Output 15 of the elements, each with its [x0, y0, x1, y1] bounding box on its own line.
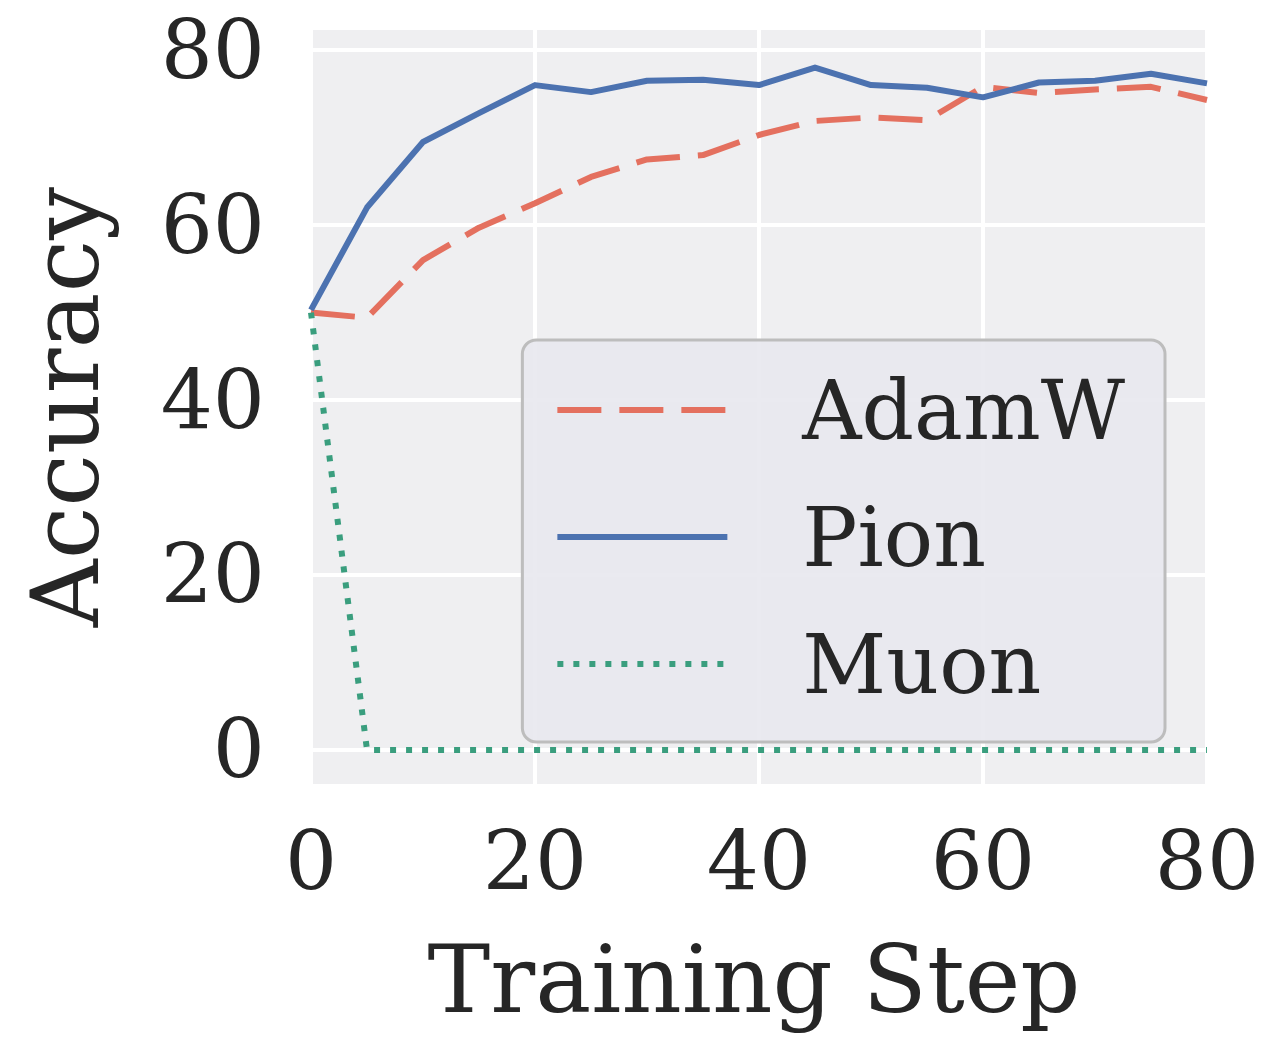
- x-tick-label: 60: [930, 814, 1036, 909]
- x-axis-title: Training Step: [427, 925, 1081, 1034]
- y-tick-label: 40: [160, 352, 265, 448]
- legend-label: AdamW: [801, 362, 1126, 458]
- x-tick-label: 40: [706, 814, 812, 909]
- x-tick-label: 0: [284, 814, 338, 909]
- y-tick-label: 20: [160, 527, 265, 623]
- y-tick-label: 0: [212, 702, 265, 798]
- legend-label: Muon: [802, 616, 1042, 712]
- y-axis-title: Accuracy: [11, 186, 120, 629]
- y-tick-label: 80: [160, 2, 265, 98]
- x-tick-label: 80: [1154, 814, 1260, 909]
- y-tick-label: 60: [160, 177, 265, 273]
- legend-label: Pion: [802, 489, 986, 585]
- x-tick-label: 20: [482, 814, 588, 909]
